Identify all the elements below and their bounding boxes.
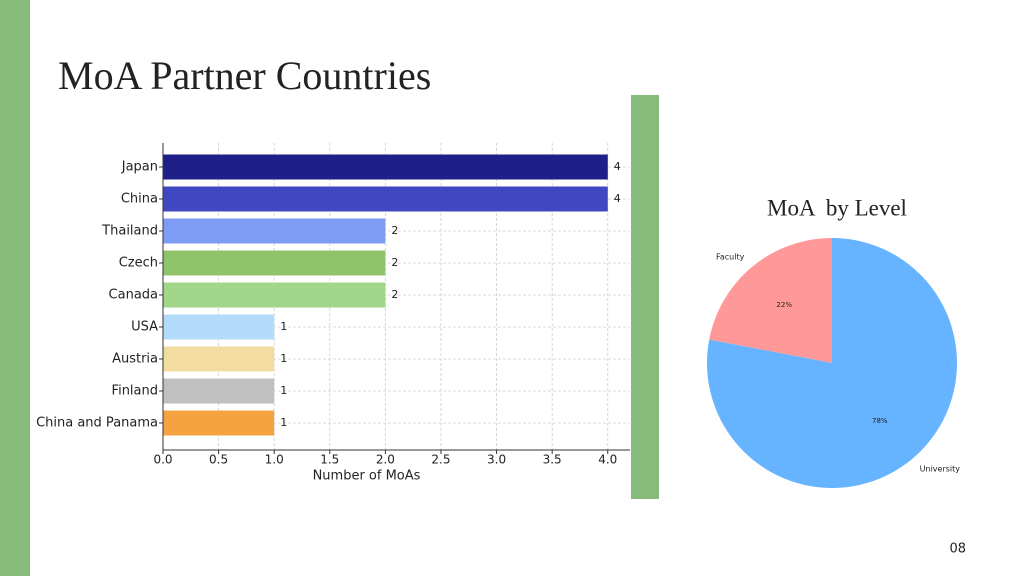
pie-slice	[709, 238, 832, 363]
bar	[163, 410, 275, 436]
x-tick-label: 2.0	[376, 453, 395, 467]
divider-band	[631, 95, 659, 499]
x-tick-label: 0.0	[153, 453, 172, 467]
x-tick-label: 3.5	[543, 453, 562, 467]
y-tick-label: Finland	[112, 384, 158, 399]
value-label: 1	[280, 416, 287, 429]
bar	[163, 218, 386, 244]
page-number: 08	[949, 542, 966, 557]
bar	[163, 282, 386, 308]
x-tick-label: 1.5	[320, 453, 339, 467]
y-tick-label: Japan	[121, 160, 158, 175]
y-tick-label: China	[121, 192, 158, 207]
bar	[163, 250, 386, 276]
y-tick-label: Canada	[109, 288, 158, 303]
slice-label: Faculty	[716, 253, 745, 262]
side-band	[0, 0, 30, 576]
value-label: 2	[391, 288, 398, 301]
value-label: 2	[391, 256, 398, 269]
value-label: 4	[614, 160, 621, 173]
bar	[163, 154, 608, 180]
x-tick-label: 3.0	[487, 453, 506, 467]
y-tick-label: USA	[131, 320, 158, 335]
chart-title: MoA by Level	[767, 195, 907, 220]
x-tick-label: 1.0	[265, 453, 284, 467]
value-label: 1	[280, 320, 287, 333]
value-label: 1	[280, 352, 287, 365]
value-label: 2	[391, 224, 398, 237]
x-tick-label: 4.0	[598, 453, 617, 467]
bar	[163, 346, 275, 372]
slice-value-label: 78%	[872, 417, 888, 425]
x-tick-label: 2.5	[431, 453, 450, 467]
x-tick-label: 0.5	[209, 453, 228, 467]
y-tick-label: Czech	[119, 256, 158, 271]
bar	[163, 378, 275, 404]
value-label: 4	[614, 192, 621, 205]
value-label: 1	[280, 384, 287, 397]
y-tick-label: Austria	[112, 352, 158, 367]
bar	[163, 314, 275, 340]
slice-label: University	[920, 464, 961, 473]
slide-title: MoA Partner Countries	[58, 53, 431, 98]
x-axis-label: Number of MoAs	[313, 469, 421, 484]
slice-value-label: 22%	[776, 301, 792, 309]
bar	[163, 186, 608, 212]
pie-slice	[707, 238, 958, 488]
y-tick-label: Thailand	[101, 224, 158, 239]
y-tick-label: China and Panama	[36, 416, 158, 431]
